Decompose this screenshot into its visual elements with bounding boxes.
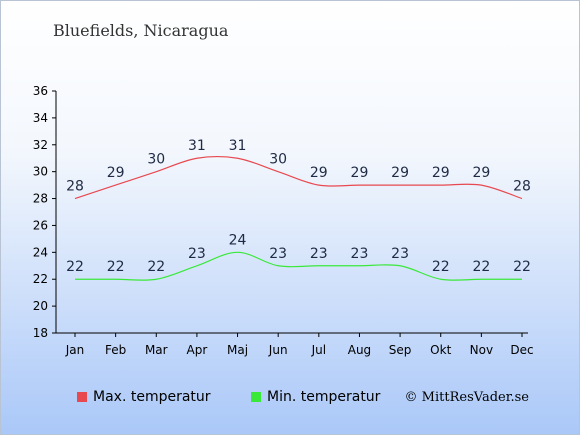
site-credit: © MittResVader.se: [404, 390, 529, 405]
legend-label-min: Min. temperatur: [267, 389, 381, 405]
max-data-label: 29: [472, 165, 490, 181]
min-data-label: 22: [472, 259, 490, 275]
min-data-label: 24: [229, 232, 247, 248]
legend-label-max: Max. temperatur: [93, 389, 211, 405]
max-data-label: 29: [310, 165, 328, 181]
min-data-label: 23: [310, 246, 328, 262]
y-tick-label: 28: [33, 192, 48, 206]
y-tick-label: 32: [33, 138, 48, 152]
x-tick-label: Okt: [430, 343, 451, 357]
min-data-label: 23: [188, 246, 206, 262]
y-tick-label: 36: [33, 84, 48, 98]
legend-item-min: Min. temperatur: [251, 389, 380, 405]
max-data-label: 29: [351, 165, 369, 181]
min-data-label: 22: [513, 259, 531, 275]
max-data-label: 30: [147, 152, 165, 168]
max-data-label: 31: [188, 138, 206, 154]
y-tick-label: 18: [33, 326, 48, 340]
min-data-label: 22: [107, 259, 125, 275]
max-data-label: 29: [391, 165, 409, 181]
x-tick-label: Mar: [145, 343, 168, 357]
y-tick-label: 30: [33, 165, 48, 179]
min-data-label: 23: [351, 246, 369, 262]
x-tick-label: Dec: [510, 343, 533, 357]
y-tick-label: 20: [33, 299, 48, 313]
x-tick-label: Jan: [65, 343, 85, 357]
y-tick-label: 22: [33, 272, 48, 286]
max-data-label: 30: [269, 152, 287, 168]
x-tick-label: Jul: [311, 343, 326, 357]
x-tick-label: Maj: [227, 343, 248, 357]
max-data-label: 28: [66, 179, 84, 195]
max-data-label: 29: [432, 165, 450, 181]
min-data-label: 22: [66, 259, 84, 275]
y-tick-label: 26: [33, 218, 48, 232]
min-temperature-line: [74, 251, 522, 281]
legend-swatch-min: [251, 392, 261, 402]
min-data-label: 23: [391, 246, 409, 262]
x-tick-label: Apr: [187, 343, 208, 357]
x-tick-label: Feb: [105, 343, 126, 357]
min-data-label: 23: [269, 246, 287, 262]
max-temperature-line: [74, 155, 523, 200]
max-data-label: 29: [107, 165, 125, 181]
y-tick-label: 34: [33, 111, 48, 125]
legend-swatch-max: [77, 392, 87, 402]
x-tick-label: Nov: [470, 343, 493, 357]
x-tick-label: Sep: [389, 343, 412, 357]
chart-title: Bluefields, Nicaragua: [53, 21, 229, 40]
legend-item-max: Max. temperatur: [77, 389, 211, 405]
max-data-label: 31: [229, 138, 247, 154]
x-tick-label: Aug: [348, 343, 371, 357]
min-data-label: 22: [432, 259, 450, 275]
min-data-label: 22: [147, 259, 165, 275]
x-tick-label: Jun: [268, 343, 288, 357]
max-data-label: 28: [513, 179, 531, 195]
y-tick-label: 24: [33, 245, 48, 259]
